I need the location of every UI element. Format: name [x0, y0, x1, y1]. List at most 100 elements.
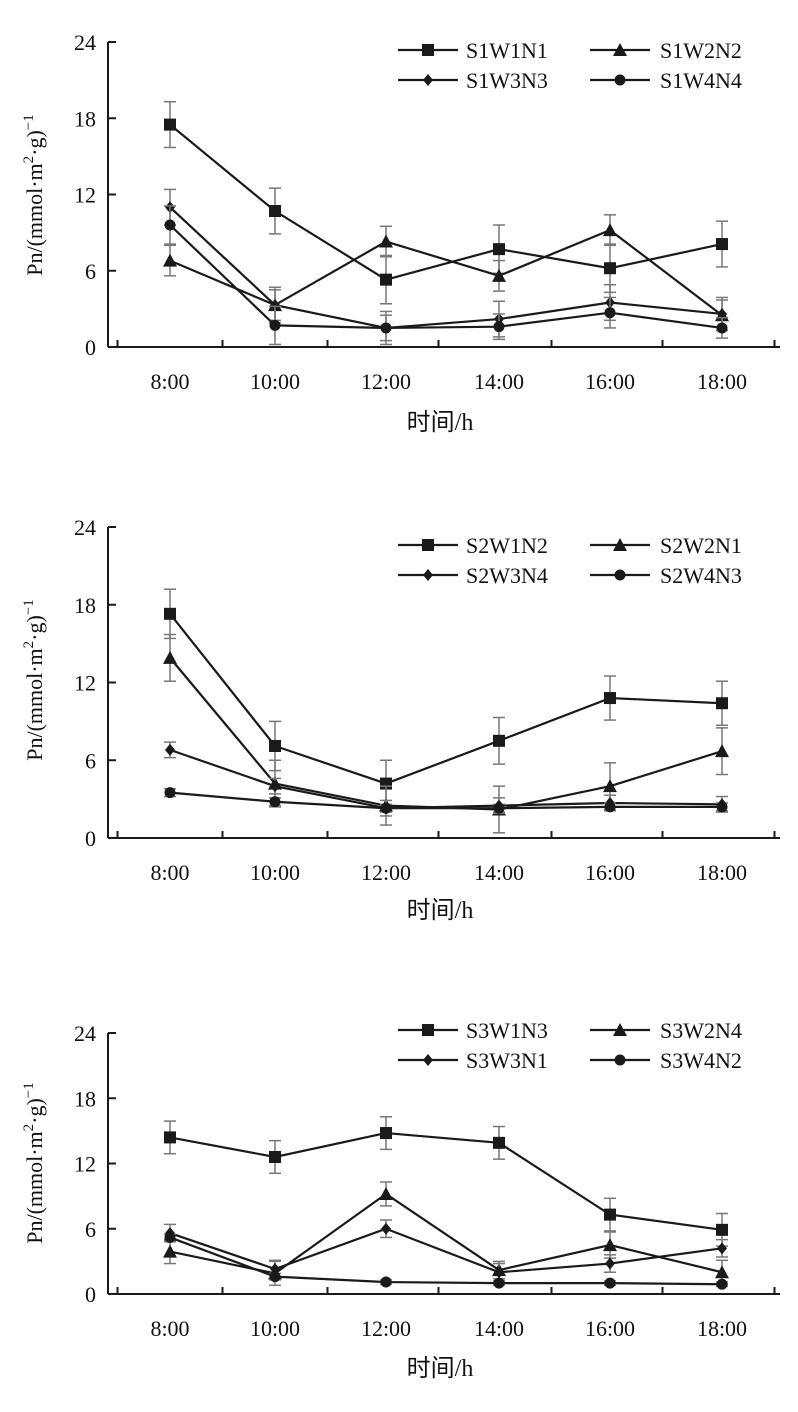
- legend-label: S3W4N2: [660, 1048, 742, 1073]
- series-S1W3N3: [164, 188, 728, 346]
- data-point: [604, 692, 616, 705]
- y-axis-label: Pn/(mmol·m2·g)−1: [21, 114, 47, 276]
- y-tick-label: 18: [74, 593, 96, 618]
- data-point: [269, 1271, 281, 1283]
- data-point: [716, 322, 728, 334]
- data-point: [716, 1278, 728, 1290]
- legend-marker: [614, 569, 626, 581]
- data-point: [715, 744, 729, 758]
- x-tick-label: 14:00: [474, 860, 524, 885]
- legend-label: S3W1N3: [466, 1018, 548, 1043]
- y-tick-label: 12: [74, 183, 96, 208]
- series-S3W1N3: [164, 1115, 728, 1247]
- x-tick-label: 16:00: [585, 1316, 635, 1341]
- y-tick-label: 0: [85, 826, 96, 851]
- series-line: [169, 206, 723, 330]
- panel-3: 0 6 12 18 24 8:00 10:00 12:00 14:00 16:00 18:00 时间/…: [21, 1018, 780, 1382]
- series-line: [169, 1227, 723, 1274]
- y-tick-label: 12: [74, 671, 96, 696]
- data-point: [165, 743, 175, 756]
- series-S2W4N3: [164, 787, 728, 814]
- series-line: [169, 1236, 723, 1286]
- legend-marker: [422, 1024, 434, 1036]
- legend-label: S2W4N3: [660, 563, 742, 588]
- data-point: [269, 739, 281, 752]
- data-point: [163, 1244, 177, 1258]
- legend-label: S1W4N4: [660, 68, 742, 93]
- data-point: [604, 262, 616, 275]
- x-axis-label: 时间/h: [407, 897, 474, 924]
- data-point: [716, 697, 728, 710]
- x-tick-label: 10:00: [250, 860, 300, 885]
- y-axis-label: Pn/(mmol·m2·g)−1: [21, 1082, 47, 1244]
- y-tick-label: 24: [74, 515, 96, 540]
- y-tick-label: 6: [85, 1217, 96, 1242]
- legend-marker: [613, 43, 627, 56]
- legend-marker: [614, 1054, 626, 1066]
- legend-marker: [422, 44, 434, 56]
- x-tick-label: 18:00: [697, 369, 747, 394]
- x-tick-label: 18:00: [697, 1316, 747, 1341]
- x-tick-label: 10:00: [250, 1316, 300, 1341]
- data-point: [381, 1222, 391, 1235]
- x-tick-label: 16:00: [585, 369, 635, 394]
- legend-marker: [613, 538, 627, 551]
- data-point: [269, 319, 281, 331]
- legend-marker: [613, 1023, 627, 1036]
- series-line: [169, 1131, 723, 1231]
- legend-label: S2W2N1: [660, 533, 742, 558]
- legend-label: S2W3N4: [466, 563, 548, 588]
- data-point: [604, 307, 616, 319]
- series-line: [169, 228, 723, 317]
- legend-label: S3W2N4: [660, 1018, 742, 1043]
- data-point: [269, 1150, 281, 1163]
- y-tick-label: 12: [74, 1152, 96, 1177]
- data-point: [380, 322, 392, 334]
- data-point: [493, 321, 505, 333]
- y-tick-label: 18: [74, 106, 96, 131]
- data-point: [717, 307, 727, 320]
- data-point: [164, 118, 176, 131]
- series-S1W2N2: [163, 214, 729, 332]
- x-tick-label: 8:00: [150, 860, 189, 885]
- series-S1W1N1: [164, 100, 728, 305]
- data-point: [716, 238, 728, 251]
- series-S1W4N4: [164, 205, 728, 346]
- data-point: [164, 219, 176, 231]
- data-point: [164, 1131, 176, 1144]
- x-axis-label: 时间/h: [407, 1355, 474, 1382]
- data-point: [604, 1277, 616, 1289]
- series-S3W2N4: [163, 1181, 729, 1287]
- y-tick-label: 24: [74, 1021, 96, 1046]
- data-point: [379, 1186, 393, 1200]
- legend-marker: [422, 539, 434, 551]
- data-point: [493, 734, 505, 747]
- legend-label: S3W3N1: [466, 1048, 548, 1073]
- x-tick-label: 18:00: [697, 860, 747, 885]
- y-tick-label: 0: [85, 1282, 96, 1307]
- data-point: [603, 223, 617, 237]
- x-tick-label: 12:00: [361, 860, 411, 885]
- series-line: [169, 791, 722, 810]
- legend-label: S1W1N1: [466, 38, 548, 63]
- x-tick-label: 14:00: [474, 369, 524, 394]
- data-point: [269, 205, 281, 218]
- legend: S2W1N2 S2W2N1 S2W3N4 S2W4N3: [398, 533, 742, 588]
- legend: S1W1N1 S1W2N2 S1W3N3 S1W4N4: [398, 38, 742, 93]
- data-point: [493, 802, 505, 814]
- legend-label: S2W1N2: [466, 533, 548, 558]
- x-tick-label: 14:00: [474, 1316, 524, 1341]
- series-line: [169, 657, 723, 811]
- data-point: [380, 273, 392, 286]
- data-point: [717, 1242, 727, 1255]
- data-point: [493, 1136, 505, 1149]
- x-tick-label: 16:00: [585, 860, 635, 885]
- x-tick-label: 8:00: [150, 1316, 189, 1341]
- legend: S3W1N3 S3W2N4 S3W3N1 S3W4N2: [398, 1018, 742, 1073]
- series-S3W4N2: [164, 1231, 728, 1290]
- series-S2W1N2: [164, 588, 728, 808]
- data-point: [379, 234, 393, 248]
- data-point: [603, 1238, 617, 1252]
- y-axis-label: Pn/(mmol·m2·g)−1: [21, 599, 47, 761]
